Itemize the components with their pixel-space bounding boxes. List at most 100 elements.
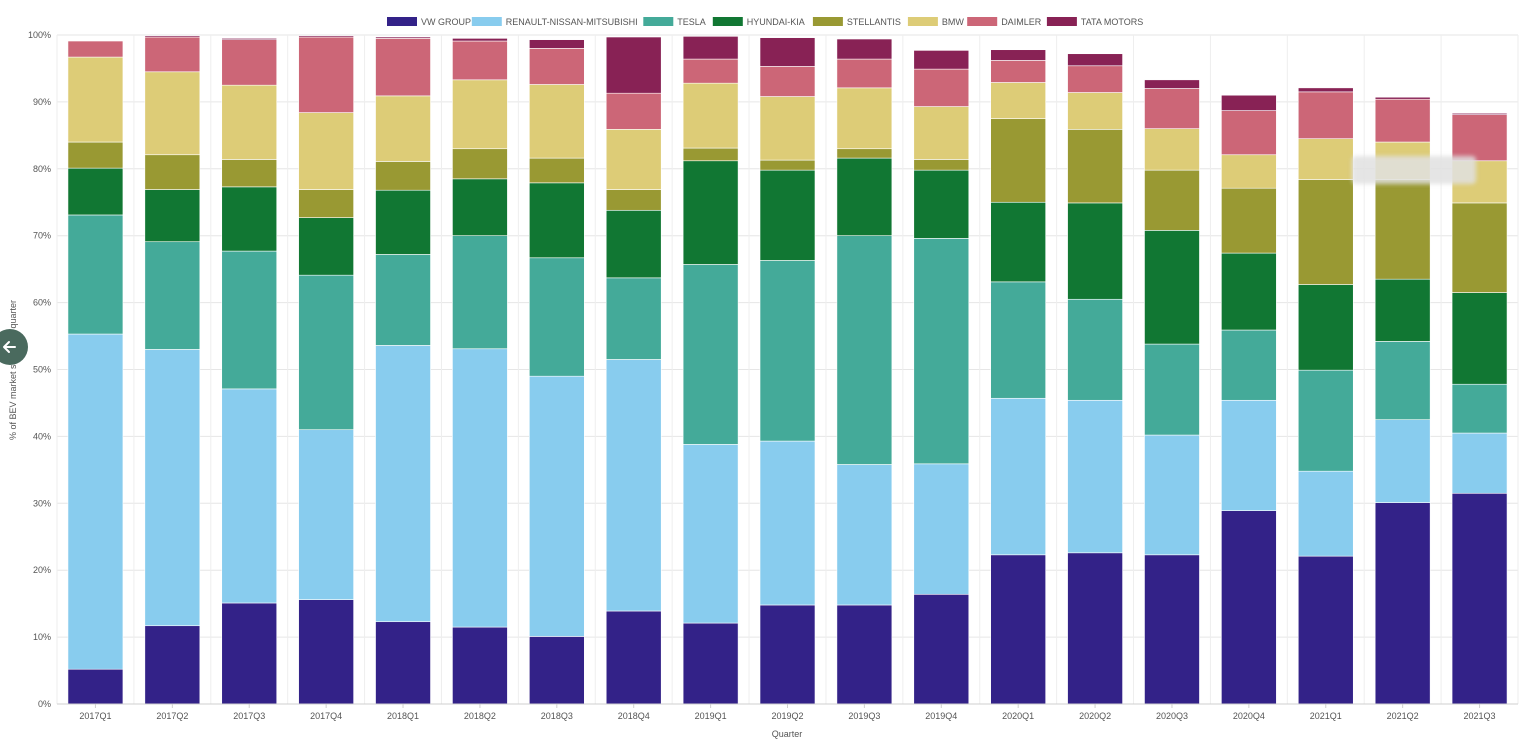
- bar-segment-daimler: [452, 40, 508, 81]
- bar-segment-vw-group: [452, 626, 508, 705]
- bar-segment-daimler: [1374, 98, 1431, 143]
- bar-segment-renault-nissan-mitsubishi: [529, 375, 585, 637]
- bar-segment-hyundai-kia: [1144, 230, 1200, 345]
- bar-segment-tata-motors: [1067, 53, 1123, 67]
- bar-segment-stellantis: [759, 159, 816, 171]
- legend-swatch-tata-motors: [1046, 17, 1077, 26]
- x-tick-label: 2021Q1: [1310, 711, 1342, 721]
- bar-segment-stellantis: [144, 154, 201, 190]
- bar-segment-tesla: [759, 260, 816, 442]
- legend-swatch-stellantis: [812, 17, 843, 26]
- bar-segment-hyundai-kia: [1451, 292, 1508, 385]
- bar-segment-renault-nissan-mitsubishi: [836, 464, 893, 606]
- bar-segment-bmw: [759, 96, 816, 161]
- x-axis-title: Quarter: [772, 729, 803, 739]
- bar-segment-bmw: [1144, 128, 1200, 171]
- y-tick-label: 30%: [33, 498, 51, 508]
- bar-segment-stellantis: [67, 141, 124, 169]
- legend-label-tesla: TESLA: [677, 17, 706, 27]
- bar-segment-tesla: [1451, 383, 1508, 434]
- bar-segment-bmw: [913, 106, 970, 160]
- bar-segment-daimler: [682, 58, 739, 84]
- bar-segment-tata-motors: [1451, 112, 1508, 115]
- bar-segment-daimler: [298, 36, 354, 113]
- bar-segment-vw-group: [1067, 552, 1123, 705]
- bar-segment-hyundai-kia: [682, 160, 739, 265]
- bar-segment-tesla: [144, 241, 201, 350]
- x-tick-label: 2021Q3: [1464, 711, 1496, 721]
- bar-segment-tesla: [913, 238, 970, 465]
- legend-label-hyundai-kia: HYUNDAI-KIA: [747, 17, 805, 27]
- y-tick-label: 0%: [38, 699, 51, 709]
- bar-segment-tata-motors: [298, 35, 354, 38]
- bar-segment-tata-motors: [759, 37, 816, 67]
- bar-segment-stellantis: [1297, 179, 1354, 285]
- bar-segment-bmw: [452, 79, 508, 150]
- bar-segment-renault-nissan-mitsubishi: [682, 444, 739, 624]
- bar-segment-tesla: [221, 250, 278, 390]
- x-tick-label: 2017Q2: [156, 711, 188, 721]
- bar-segment-stellantis: [913, 159, 970, 171]
- bar-segment-stellantis: [605, 189, 662, 211]
- x-tick-label: 2017Q1: [79, 711, 111, 721]
- y-tick-label: 10%: [33, 632, 51, 642]
- y-tick-label: 40%: [33, 431, 51, 441]
- legend-swatch-vw-group: [387, 17, 417, 26]
- bar-segment-renault-nissan-mitsubishi: [1374, 419, 1431, 503]
- x-tick-label: 2017Q3: [233, 711, 265, 721]
- bar-segment-tesla: [605, 277, 662, 360]
- x-tick-label: 2020Q2: [1079, 711, 1111, 721]
- bar-segment-hyundai-kia: [1297, 284, 1354, 371]
- y-tick-label: 20%: [33, 565, 51, 575]
- legend-label-daimler: DAIMLER: [1001, 17, 1042, 27]
- bar-segment-renault-nissan-mitsubishi: [1221, 399, 1277, 511]
- bar-segment-tata-motors: [1297, 87, 1354, 93]
- bar-segment-bmw: [67, 56, 124, 143]
- bar-segment-hyundai-kia: [913, 169, 970, 239]
- bar-segment-tata-motors: [990, 49, 1046, 61]
- bar-segment-renault-nissan-mitsubishi: [1144, 434, 1200, 556]
- bar-segment-stellantis: [1451, 202, 1508, 293]
- bar-segment-tesla: [990, 281, 1046, 399]
- legend-label-tata-motors: TATA MOTORS: [1081, 17, 1143, 27]
- bar-segment-hyundai-kia: [452, 178, 508, 237]
- bar-segment-stellantis: [529, 157, 585, 184]
- bar-segment-tata-motors: [529, 39, 585, 49]
- bar-segment-daimler: [913, 68, 970, 107]
- bar-segment-tesla: [529, 257, 585, 377]
- bar-segment-bmw: [298, 112, 354, 190]
- bar-segment-renault-nissan-mitsubishi: [1067, 399, 1123, 554]
- bar-segment-renault-nissan-mitsubishi: [605, 359, 662, 612]
- bar-segment-daimler: [759, 66, 816, 97]
- x-tick-label: 2017Q4: [310, 711, 342, 721]
- bar-segment-daimler: [144, 36, 201, 73]
- overlay-smudge: [1352, 156, 1476, 184]
- arrow-left-icon: [3, 341, 16, 353]
- bar-segment-vw-group: [605, 610, 662, 705]
- bar-segment-bmw: [990, 82, 1046, 119]
- bar-segment-tesla: [375, 254, 431, 346]
- x-tick-label: 2020Q1: [1002, 711, 1034, 721]
- x-tick-label: 2019Q4: [925, 711, 957, 721]
- bar-segment-bmw: [144, 71, 201, 156]
- legend-swatch-daimler: [967, 17, 998, 26]
- bar-segment-stellantis: [1067, 129, 1123, 204]
- bar-segment-daimler: [529, 48, 585, 85]
- x-tick-label: 2020Q4: [1233, 711, 1265, 721]
- bar-segment-tesla: [1374, 341, 1431, 420]
- bar-segment-bmw: [836, 87, 893, 150]
- bar-segment-tesla: [67, 214, 124, 335]
- bar-segment-tesla: [1144, 343, 1200, 436]
- bar-segment-tata-motors: [836, 38, 893, 60]
- bar-segment-daimler: [836, 58, 893, 89]
- bar-segment-daimler: [67, 40, 124, 58]
- back-button[interactable]: [0, 329, 28, 365]
- bar-segment-vw-group: [375, 621, 431, 705]
- bar-segment-vw-group: [529, 636, 585, 705]
- bar-segment-stellantis: [452, 148, 508, 180]
- bar-segment-hyundai-kia: [67, 167, 124, 216]
- bar-segment-tesla: [836, 235, 893, 465]
- bar-segment-tesla: [1297, 369, 1354, 472]
